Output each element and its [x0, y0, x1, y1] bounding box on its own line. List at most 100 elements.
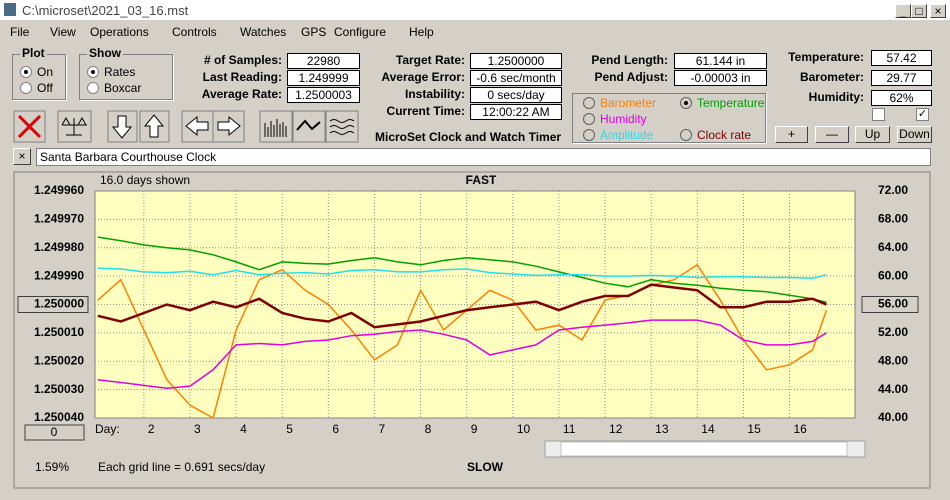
- series-line: [97, 267, 827, 280]
- days-shown: 16.0 days shown: [100, 173, 190, 187]
- y2-tick-label: 44.00: [878, 382, 908, 396]
- legend-label: Humidity: [600, 112, 647, 126]
- menu-item[interactable]: View: [50, 25, 76, 39]
- field-label: Instability:: [404, 87, 465, 101]
- menu-item[interactable]: Operations: [90, 25, 149, 39]
- y-tick-label: 1.250010: [34, 325, 84, 339]
- clock-name[interactable]: Santa Barbara Courthouse Clock: [36, 148, 931, 166]
- x-tick-label: 4: [240, 422, 247, 436]
- radio-option[interactable]: On: [20, 65, 53, 79]
- series-line: [97, 319, 827, 389]
- field-value: 61.144 in: [674, 53, 767, 69]
- radio-option[interactable]: Boxcar: [87, 81, 141, 95]
- y2-tick-label: 60.00: [878, 268, 908, 282]
- menu-item[interactable]: Help: [409, 25, 434, 39]
- legend-entry[interactable]: Temperature: [680, 96, 764, 110]
- x-tick-label: 3: [194, 422, 201, 436]
- toolbar: [13, 110, 359, 143]
- field-value: 57.42: [871, 50, 932, 66]
- y2-tick-label: 48.00: [878, 353, 908, 367]
- legend-entry[interactable]: Humidity: [583, 112, 647, 126]
- y2-tick-label: 56.00: [878, 297, 908, 311]
- y-tick-button[interactable]: [17, 296, 89, 313]
- group-box: [79, 54, 173, 100]
- percent: 1.59%: [35, 460, 69, 474]
- legend-entry[interactable]: Clock rate: [680, 128, 751, 142]
- x-tick-label: 8: [425, 422, 432, 436]
- group-title: Plot: [20, 46, 47, 60]
- legend-entry[interactable]: Amplitude: [583, 128, 653, 142]
- close-button[interactable]: ×: [930, 4, 946, 18]
- y2-tick-label: 68.00: [878, 212, 908, 226]
- y2-tick-label: 40.00: [878, 410, 908, 424]
- x-tick-label: 5: [286, 422, 293, 436]
- field-label: Current Time:: [386, 104, 465, 118]
- minimize-button[interactable]: _: [895, 4, 911, 18]
- legend-label: Temperature: [697, 96, 765, 110]
- nav-button[interactable]: Down: [897, 126, 932, 143]
- y2-tick-label: 64.00: [878, 240, 908, 254]
- app-icon: [4, 3, 16, 16]
- x-tick-label: 16: [794, 422, 808, 436]
- menu-item[interactable]: Configure: [334, 25, 387, 39]
- app-title: MicroSet Clock and Watch Timer: [375, 130, 562, 144]
- field-value: 62%: [871, 90, 932, 106]
- radio-option[interactable]: Off: [20, 81, 53, 95]
- field-value: 22980: [287, 53, 360, 69]
- sensor-box: [572, 93, 766, 143]
- nav-button[interactable]: Up: [855, 126, 890, 143]
- field-label: Target Rate:: [395, 53, 465, 67]
- x-tick-label: 9: [471, 422, 478, 436]
- fast-label: FAST: [466, 173, 497, 187]
- nav-button[interactable]: —: [815, 126, 849, 143]
- option-label: On: [37, 65, 54, 79]
- y2-tick-button[interactable]: [861, 296, 919, 313]
- option-label: Boxcar: [104, 81, 142, 95]
- menu-item[interactable]: Controls: [172, 25, 217, 39]
- x-tick-label: 6: [332, 422, 339, 436]
- x-tick-label: 10: [517, 422, 531, 436]
- offset-button[interactable]: [24, 424, 85, 441]
- y-tick-label: 1.249990: [34, 268, 84, 282]
- field-value: 29.77: [871, 70, 932, 86]
- checkbox[interactable]: [872, 108, 885, 121]
- window-title: C:\microset\2021_03_16.mst: [22, 3, 189, 18]
- offset-value: 0: [51, 425, 58, 439]
- menu-item[interactable]: Watches: [240, 25, 287, 39]
- maximize-button[interactable]: □: [911, 4, 927, 18]
- checkbox[interactable]: ✓: [916, 108, 929, 121]
- field-label: Average Error:: [381, 70, 465, 84]
- y-tick-label: 1.249960: [34, 183, 84, 197]
- scroll-thumb[interactable]: [560, 441, 848, 457]
- option-label: Rates: [104, 65, 136, 79]
- field-value: 12:00:22 AM: [470, 104, 562, 120]
- legend-label: Amplitude: [600, 128, 654, 142]
- field-value: 1.2500000: [470, 53, 562, 69]
- group-title: Show: [87, 46, 123, 60]
- x-tick-label: 7: [378, 422, 385, 436]
- legend-label: Barometer: [600, 96, 657, 110]
- x-tick-label: 13: [655, 422, 669, 436]
- legend-entry[interactable]: Barometer: [583, 96, 656, 110]
- nav-button[interactable]: +: [775, 126, 808, 143]
- field-value: -0.6 sec/month: [470, 70, 562, 86]
- x-tick-label: 15: [747, 422, 761, 436]
- grid-note: Each grid line = 0.691 secs/day: [98, 460, 265, 474]
- clear-name-button[interactable]: ×: [13, 148, 31, 165]
- x-tick-label: 11: [563, 422, 576, 436]
- y-tick-label: 1.250000: [34, 297, 84, 311]
- y2-tick-label: 52.00: [878, 325, 908, 339]
- menu-item[interactable]: File: [10, 25, 30, 39]
- y-tick-label: 1.249980: [34, 240, 84, 254]
- field-label: Barometer:: [799, 70, 864, 84]
- menu-item[interactable]: GPS: [301, 25, 327, 39]
- x-tick-label: 12: [609, 422, 623, 436]
- field-label: Pend Length:: [591, 53, 668, 67]
- series-line: [97, 236, 827, 304]
- option-label: Off: [37, 81, 53, 95]
- slow-label: SLOW: [467, 460, 504, 474]
- radio-option[interactable]: Rates: [87, 65, 135, 79]
- y-tick-label: 1.250020: [34, 353, 84, 367]
- field-label: Average Rate:: [201, 87, 282, 101]
